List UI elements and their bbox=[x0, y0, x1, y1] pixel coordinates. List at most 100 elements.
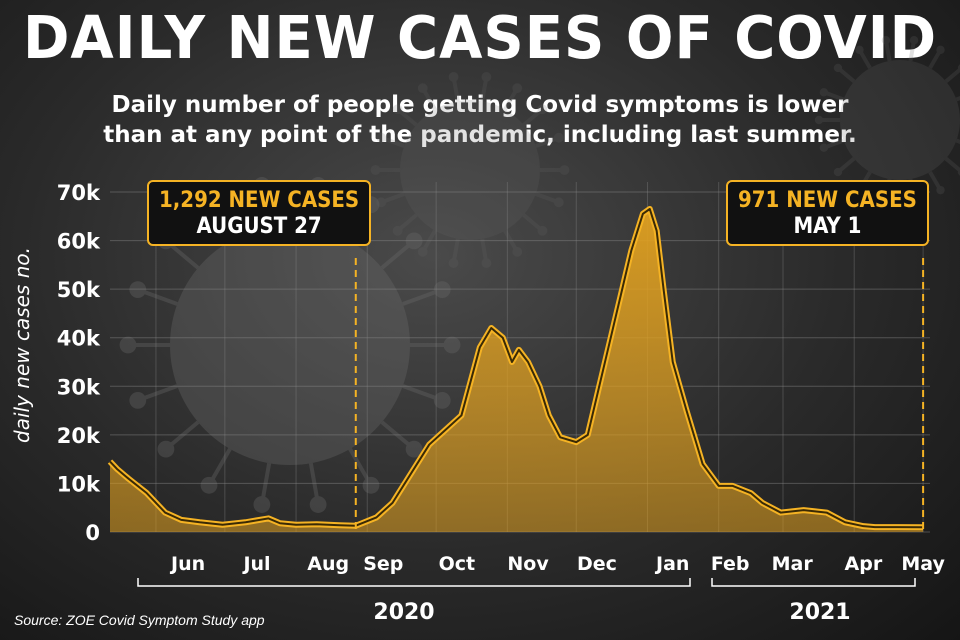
virus-spike-tip bbox=[957, 168, 960, 176]
virus-spike-tip bbox=[376, 197, 387, 208]
virus-spike-tip bbox=[417, 83, 428, 94]
virus-spike-tip bbox=[833, 167, 843, 177]
virus-spike bbox=[522, 213, 544, 233]
virus-spike-tip bbox=[448, 258, 459, 268]
virus-body bbox=[400, 100, 540, 240]
virus-spike-tip bbox=[392, 225, 403, 236]
y-tick-label: 40k bbox=[57, 327, 101, 351]
virus-spike bbox=[955, 138, 960, 144]
virus-spike-tip bbox=[129, 281, 147, 298]
virus-spike bbox=[259, 462, 272, 505]
y-axis-ticks: 0 10k 20k 30k 40k 50k 60k 70k bbox=[57, 181, 101, 545]
virus-spike-tip bbox=[819, 88, 829, 97]
virus-spike-tip bbox=[553, 132, 564, 143]
virus-spike-tip bbox=[881, 36, 891, 45]
virus-spike bbox=[823, 138, 845, 150]
virus-body bbox=[840, 60, 960, 180]
virus-spike-tip bbox=[309, 496, 327, 513]
virus-spike-tip bbox=[200, 476, 218, 494]
virus-spike-tip bbox=[512, 83, 523, 94]
virus-spike-tip bbox=[405, 232, 423, 250]
virus-spike bbox=[535, 192, 560, 205]
y-tick-label: 60k bbox=[57, 230, 101, 254]
virus-spike bbox=[480, 76, 489, 102]
y-tick-label: 30k bbox=[57, 375, 101, 399]
callout-date-label: MAY 1 bbox=[793, 214, 862, 239]
y-axis-label: daily new cases no. bbox=[10, 247, 34, 443]
x-tick-label: Apr bbox=[845, 553, 883, 575]
x-tick-label: Jun bbox=[169, 553, 205, 575]
y-tick-label: 20k bbox=[57, 424, 101, 448]
virus-spike bbox=[535, 135, 560, 148]
chart-area-series bbox=[107, 206, 924, 532]
virus-spike bbox=[522, 107, 544, 127]
virus-shape bbox=[814, 36, 960, 204]
virus-spike-tip bbox=[553, 197, 564, 208]
virus-spike bbox=[480, 238, 489, 264]
source-note: Source: ZOE Covid Symptom Study app bbox=[14, 612, 265, 628]
x-tick-label: Sep bbox=[363, 553, 403, 575]
subtitle-line-1: Daily number of people getting Covid sym… bbox=[111, 92, 849, 118]
virus-spike bbox=[944, 157, 960, 173]
virus-shape bbox=[370, 72, 570, 268]
virus-spike-tip bbox=[957, 64, 960, 72]
virus-spike bbox=[955, 96, 960, 102]
virus-spike-tip bbox=[448, 72, 459, 82]
chart-title: DAILY NEW CASES OF COVID bbox=[22, 4, 938, 73]
virus-spike bbox=[836, 157, 856, 174]
virus-spike-tip bbox=[481, 72, 492, 82]
virus-spike-tip bbox=[909, 36, 919, 45]
virus-spike bbox=[883, 39, 892, 62]
area-fill bbox=[110, 209, 924, 532]
virus-spike bbox=[451, 238, 460, 264]
virus-spike bbox=[857, 48, 872, 70]
x-tick-label: Aug bbox=[307, 553, 349, 575]
virus-spike bbox=[402, 287, 443, 306]
virus-spike bbox=[503, 87, 519, 111]
virus-shape bbox=[119, 177, 461, 513]
callout-august-27: 1,292 NEW CASES AUGUST 27 bbox=[147, 180, 372, 246]
virus-spike-tip bbox=[370, 165, 381, 175]
virus-spike bbox=[421, 87, 437, 111]
subtitle-line-2: than at any point of the pandemic, inclu… bbox=[103, 122, 857, 148]
virus-spike-tip bbox=[481, 258, 492, 268]
virus-spike bbox=[380, 135, 405, 148]
virus-spike-tip bbox=[814, 115, 824, 125]
virus-spike bbox=[308, 462, 321, 505]
virus-spike-tip bbox=[362, 476, 380, 494]
virus-body bbox=[170, 225, 410, 465]
virus-spike-tip bbox=[559, 165, 570, 175]
virus-spike bbox=[396, 107, 418, 127]
virus-background-decoration bbox=[119, 36, 960, 513]
virus-spike-tip bbox=[855, 45, 864, 55]
x-tick-label: Nov bbox=[507, 553, 549, 575]
virus-spike-tip bbox=[157, 440, 175, 458]
x-tick-label: Mar bbox=[772, 553, 814, 575]
virus-spike bbox=[928, 48, 943, 70]
virus-spike bbox=[944, 67, 960, 83]
x-tick-label: Oct bbox=[439, 553, 476, 575]
year-brackets bbox=[137, 578, 916, 587]
callout-may-1: 971 NEW CASES MAY 1 bbox=[726, 180, 929, 246]
virus-spike-tip bbox=[405, 440, 423, 458]
chart-subtitle: Daily number of people getting Covid sym… bbox=[0, 90, 960, 150]
virus-spike-tip bbox=[512, 246, 523, 257]
virus-spike-tip bbox=[253, 496, 271, 513]
virus-spike bbox=[836, 66, 856, 83]
virus-spike-tip bbox=[392, 104, 403, 115]
virus-spike bbox=[402, 384, 443, 403]
virus-spike-tip bbox=[443, 336, 461, 354]
virus-spike bbox=[908, 39, 917, 62]
callout-cases-label: 1,292 NEW CASES bbox=[159, 188, 360, 213]
y-tick-label: 50k bbox=[57, 278, 101, 302]
virus-spike-tip bbox=[433, 281, 451, 298]
virus-spike bbox=[928, 170, 943, 192]
virus-spike-tip bbox=[417, 246, 428, 257]
virus-spike-tip bbox=[433, 392, 451, 409]
virus-spike-tip bbox=[936, 45, 945, 55]
chart-marker-lines bbox=[354, 258, 925, 532]
x-tick-label: Jul bbox=[241, 553, 270, 575]
year-label-2021: 2021 bbox=[789, 600, 851, 625]
y-tick-label: 0 bbox=[85, 521, 100, 545]
